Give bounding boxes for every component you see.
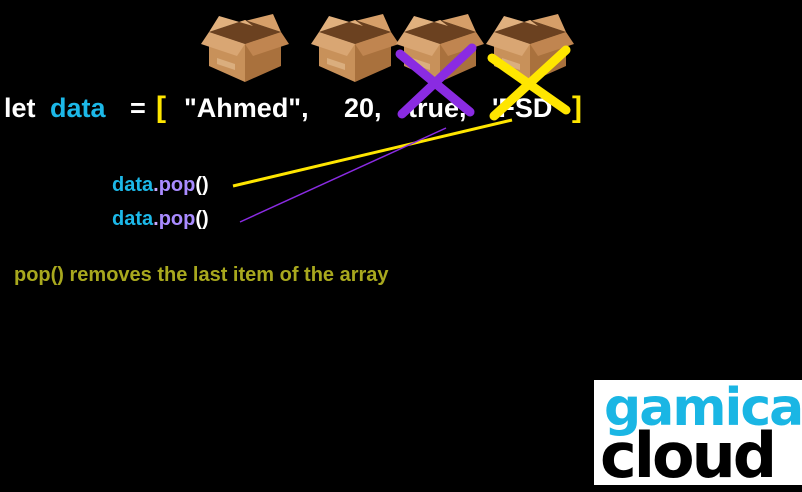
logo-top-text: gamica	[604, 378, 802, 438]
purple-x-icon	[395, 43, 477, 119]
call-dot: .	[153, 208, 159, 230]
call-parens: ()	[195, 208, 209, 230]
equals-sign: =	[130, 93, 146, 123]
open-bracket: [	[156, 91, 166, 124]
array-item: "Ahmed",	[184, 93, 309, 123]
explanation-note: pop() removes the last item of the array	[14, 264, 389, 286]
close-bracket: ]	[572, 91, 582, 124]
connector-line-purple	[239, 127, 447, 223]
connector-line-yellow	[232, 118, 513, 188]
gamica-cloud-logo: gamica cloud	[594, 378, 802, 492]
yellow-x-icon	[487, 45, 571, 121]
call-method: pop	[158, 174, 196, 196]
data-variable: data	[50, 93, 106, 123]
array-item: 20,	[344, 93, 382, 123]
pop-call: data.pop()	[112, 174, 209, 197]
logo-bottom-text: cloud	[600, 419, 777, 492]
call-parens: ()	[195, 174, 209, 196]
call-method: pop	[158, 208, 196, 230]
call-object: data	[112, 174, 154, 196]
let-keyword: let	[4, 93, 36, 123]
pop-call: data.pop()	[112, 208, 209, 231]
call-dot: .	[153, 174, 159, 196]
call-object: data	[112, 208, 154, 230]
